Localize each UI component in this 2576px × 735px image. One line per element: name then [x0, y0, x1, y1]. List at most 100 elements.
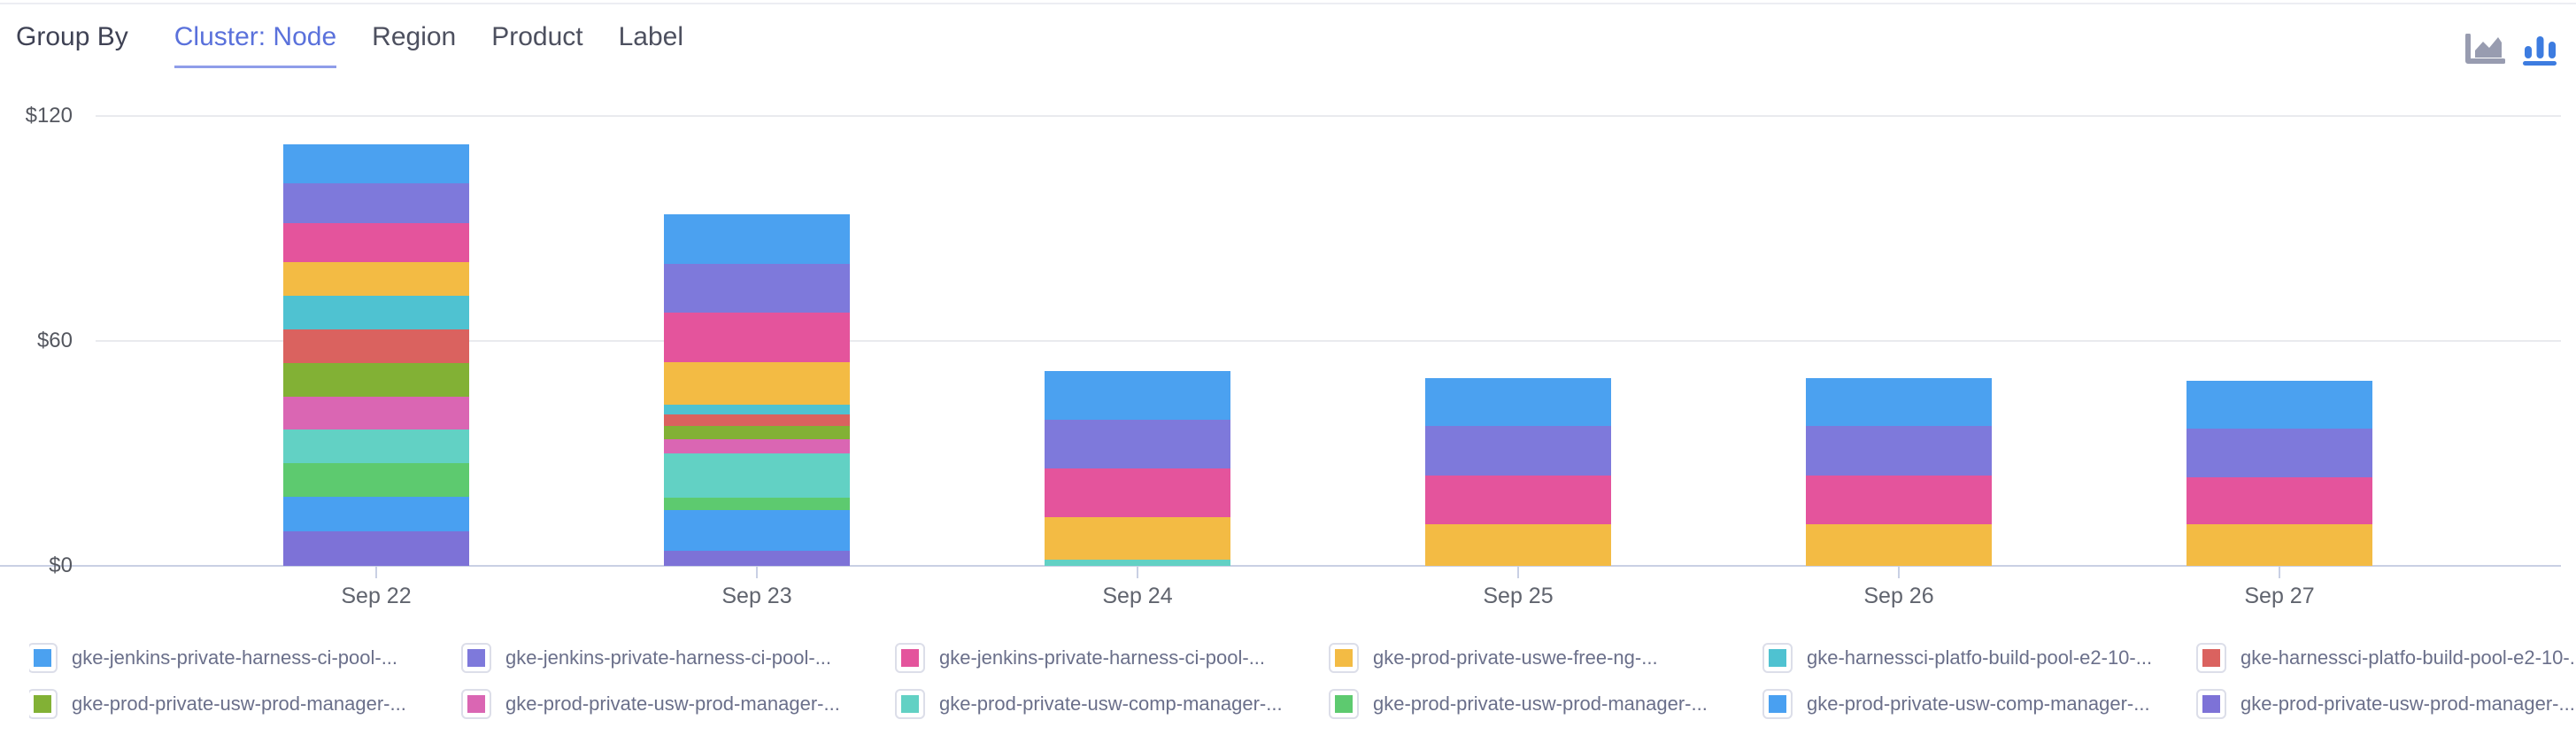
- legend-item[interactable]: gke-prod-private-usw-comp-manager-...: [1762, 681, 2198, 727]
- bar-segment[interactable]: [664, 414, 850, 427]
- bar-segment[interactable]: [2187, 477, 2372, 524]
- bar-segment[interactable]: [664, 264, 850, 313]
- bar-segment[interactable]: [1806, 523, 1992, 566]
- bar-segment[interactable]: [283, 396, 469, 430]
- x-axis-label: Sep 27: [2244, 584, 2315, 608]
- area-chart-icon: [2464, 33, 2506, 68]
- bar-sep-24: [1045, 371, 1230, 566]
- bar-sep-27: [2187, 381, 2372, 566]
- legend-swatch: [461, 643, 491, 673]
- bar-segment[interactable]: [1425, 378, 1611, 426]
- bar-segment[interactable]: [283, 530, 469, 566]
- tab-label[interactable]: Label: [619, 21, 683, 68]
- x-axis-tick: [375, 566, 377, 578]
- tab-product[interactable]: Product: [491, 21, 582, 68]
- legend-item[interactable]: gke-prod-private-usw-prod-manager-...: [2196, 681, 2576, 727]
- legend-label: gke-jenkins-private-harness-ci-pool-...: [939, 646, 1266, 669]
- bar-chart-icon: [2523, 36, 2558, 68]
- bar-sep-22: [283, 144, 469, 566]
- bar-segment[interactable]: [283, 183, 469, 223]
- tab-region[interactable]: Region: [372, 21, 456, 68]
- x-axis-label: Sep 25: [1483, 584, 1554, 608]
- legend-swatch: [895, 643, 925, 673]
- legend-item[interactable]: gke-jenkins-private-harness-ci-pool-...: [895, 635, 1330, 681]
- bar-segment[interactable]: [283, 261, 469, 296]
- bar-segment[interactable]: [664, 438, 850, 454]
- legend-swatch: [1762, 643, 1793, 673]
- x-axis-label: Sep 23: [721, 584, 792, 608]
- bar-segment[interactable]: [664, 453, 850, 498]
- bar-segment[interactable]: [283, 222, 469, 262]
- legend-item[interactable]: gke-harnessci-platfo-build-pool-e2-10-..…: [1762, 635, 2198, 681]
- legend-label: gke-prod-private-usw-prod-manager-...: [72, 692, 406, 715]
- bar-segment[interactable]: [664, 362, 850, 405]
- legend-label: gke-jenkins-private-harness-ci-pool-...: [72, 646, 398, 669]
- x-axis-label: Sep 22: [341, 584, 412, 608]
- chart-legend: gke-jenkins-private-harness-ci-pool-... g…: [29, 635, 2576, 732]
- legend-swatch: [1329, 643, 1359, 673]
- legend-item[interactable]: gke-harnessci-platfo-build-pool-e2-10-..…: [2196, 635, 2576, 681]
- bar-segment[interactable]: [664, 426, 850, 439]
- bar-segment[interactable]: [283, 144, 469, 184]
- bar-segment[interactable]: [283, 462, 469, 498]
- legend-item[interactable]: gke-prod-private-usw-prod-manager-...: [1329, 681, 1764, 727]
- bar-segment[interactable]: [664, 551, 850, 566]
- group-by-label: Group By: [16, 22, 128, 51]
- chart-type-toggles: [2463, 32, 2560, 67]
- x-axis-tick: [2279, 566, 2280, 578]
- bar-segment[interactable]: [1806, 378, 1992, 426]
- legend-swatch: [1329, 689, 1359, 719]
- bar-segment[interactable]: [283, 429, 469, 463]
- bar-segment[interactable]: [283, 362, 469, 397]
- bar-segment[interactable]: [1045, 419, 1230, 469]
- x-axis-tick: [756, 566, 758, 578]
- area-chart-toggle[interactable]: [2463, 32, 2507, 67]
- bar-segment[interactable]: [2187, 428, 2372, 478]
- bar-segment[interactable]: [2187, 523, 2372, 566]
- bar-segment[interactable]: [283, 497, 469, 531]
- bar-sep-26: [1806, 378, 1992, 566]
- bar-segment[interactable]: [664, 313, 850, 363]
- legend-item[interactable]: gke-jenkins-private-harness-ci-pool-...: [461, 635, 897, 681]
- bar-segment[interactable]: [664, 497, 850, 510]
- bar-segment[interactable]: [1045, 559, 1230, 566]
- chart-header: Group By Cluster: Node Region Product La…: [16, 21, 2560, 74]
- bar-segment[interactable]: [664, 214, 850, 265]
- legend-label: gke-harnessci-platfo-build-pool-e2-10-..…: [1807, 646, 2153, 669]
- legend-swatch: [29, 643, 58, 673]
- bar-segment[interactable]: [283, 295, 469, 330]
- legend-label: gke-prod-private-uswe-free-ng-...: [1373, 646, 1658, 669]
- legend-item[interactable]: gke-prod-private-usw-comp-manager-...: [895, 681, 1330, 727]
- legend-label: gke-prod-private-usw-prod-manager-...: [1373, 692, 1708, 715]
- legend-item[interactable]: gke-prod-private-usw-prod-manager-...: [461, 681, 897, 727]
- bar-segment[interactable]: [1425, 425, 1611, 476]
- legend-label: gke-prod-private-usw-prod-manager-...: [505, 692, 840, 715]
- legend-label: gke-prod-private-usw-comp-manager-...: [939, 692, 1283, 715]
- bar-segment[interactable]: [664, 509, 850, 552]
- bar-segment[interactable]: [664, 404, 850, 415]
- legend-item[interactable]: gke-prod-private-usw-prod-manager-...: [29, 681, 463, 727]
- x-axis-tick: [1137, 566, 1138, 578]
- bar-sep-23: [664, 214, 850, 566]
- bar-segment[interactable]: [283, 329, 469, 363]
- bar-segment[interactable]: [2187, 381, 2372, 429]
- bar-segment[interactable]: [1045, 516, 1230, 560]
- bar-segment[interactable]: [1425, 475, 1611, 524]
- x-axis-tick: [1898, 566, 1900, 578]
- legend-item[interactable]: gke-jenkins-private-harness-ci-pool-...: [29, 635, 463, 681]
- bar-segment[interactable]: [1045, 371, 1230, 420]
- legend-swatch: [2196, 689, 2226, 719]
- bar-segment[interactable]: [1045, 468, 1230, 517]
- bar-chart-toggle[interactable]: [2521, 32, 2560, 67]
- legend-swatch: [2196, 643, 2226, 673]
- bar-segment[interactable]: [1806, 425, 1992, 476]
- bar-segment[interactable]: [1425, 523, 1611, 566]
- panel-top-border: [0, 3, 2576, 4]
- bar-segment[interactable]: [1806, 475, 1992, 524]
- legend-item[interactable]: gke-prod-private-uswe-free-ng-...: [1329, 635, 1764, 681]
- tab-cluster-node[interactable]: Cluster: Node: [174, 21, 337, 68]
- legend-label: gke-prod-private-usw-prod-manager-...: [2241, 692, 2575, 715]
- group-by-tabs: Cluster: Node Region Product Label: [174, 21, 683, 68]
- legend-swatch: [461, 689, 491, 719]
